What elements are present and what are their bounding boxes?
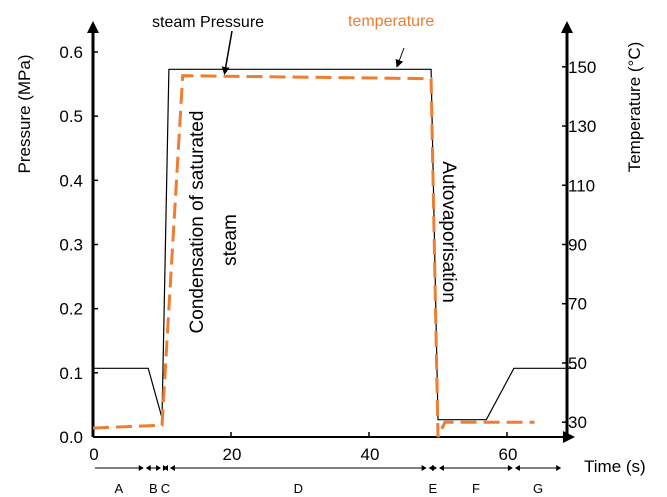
y-left-tick-label-3: 0.3 — [59, 236, 83, 255]
phase-label-C: C — [161, 481, 170, 496]
x-tick-label-2: 40 — [361, 445, 380, 464]
series-line-temperature — [92, 74, 535, 438]
y-right-axis-title: Temperature (°C) — [625, 42, 644, 173]
y-left-axis-title: Pressure (MPa) — [15, 54, 34, 173]
y-right-tick-label-6: 150 — [568, 58, 596, 77]
y-left-tick-label-1: 0.1 — [59, 364, 83, 383]
y-right-tick-label-2: 70 — [568, 295, 587, 314]
phase-label-G: G — [533, 481, 543, 496]
y-left-tick-label-6: 0.6 — [59, 43, 83, 62]
phase-arrow-right-A — [138, 465, 144, 471]
y-left-tick-label-0: 0.0 — [59, 428, 83, 447]
steam-pressure-label: steam Pressure — [152, 14, 264, 31]
condensation-label-line1: Condensation of saturated — [187, 111, 208, 334]
y-right-tick-label-1: 50 — [568, 354, 587, 373]
y-right-tick-labels: 30 50 70 90 110 130 150 — [562, 58, 596, 432]
temperature-label: temperature — [348, 13, 434, 30]
phase-label-A: A — [115, 481, 124, 496]
phase-arrow-right-F — [507, 465, 513, 471]
x-tick-label-1: 20 — [223, 445, 242, 464]
phase-label-E: E — [428, 481, 437, 496]
y-right-tick-label-3: 90 — [568, 236, 587, 255]
y-right-tick-label-5: 130 — [568, 117, 596, 136]
phase-arrow-left-B — [145, 465, 151, 471]
y-right-tick-label-0: 30 — [568, 413, 587, 432]
series-line-steam-pressure — [93, 68, 576, 421]
x-tick-label-3: 60 — [499, 445, 518, 464]
x-tick-labels: 0 20 40 60 — [89, 432, 517, 464]
series-layer — [92, 68, 576, 438]
autovaporisation-label: Autovaporisation — [438, 161, 459, 303]
y-left-tick-label-5: 0.5 — [59, 107, 83, 126]
phase-arrow-left-C — [163, 465, 168, 471]
y-left-axis-arrow — [87, 21, 99, 33]
phase-arrow-left-F — [439, 465, 444, 471]
phase-arrow-left-E — [428, 465, 434, 471]
phase-arrow-left-G — [514, 465, 520, 471]
phase-label-F: F — [472, 481, 480, 496]
y-right-axis-arrow — [561, 21, 573, 33]
temperature-pointer — [395, 47, 405, 68]
y-left-tick-label-2: 0.2 — [59, 300, 83, 319]
steam-pressure-pointer — [221, 30, 233, 75]
x-axis-title: Time (s) — [584, 457, 646, 476]
y-right-tick-label-4: 110 — [568, 176, 595, 195]
phase-label-D: D — [294, 481, 303, 496]
x-axis-arrow — [563, 431, 575, 443]
phase-arrow-left-D — [169, 465, 175, 471]
condensation-label-line2: steam — [220, 214, 241, 266]
y-left-tick-label-4: 0.4 — [59, 171, 83, 190]
phase-arrow-right-D — [421, 465, 427, 471]
phase-label-B: B — [149, 481, 158, 496]
phase-arrow-right-G — [556, 465, 562, 471]
x-tick-label-0: 0 — [89, 445, 98, 464]
y-left-tick-labels: 0.0 0.1 0.2 0.3 0.4 0.5 0.6 — [59, 43, 98, 447]
phase-arrow-right-B — [156, 465, 161, 471]
